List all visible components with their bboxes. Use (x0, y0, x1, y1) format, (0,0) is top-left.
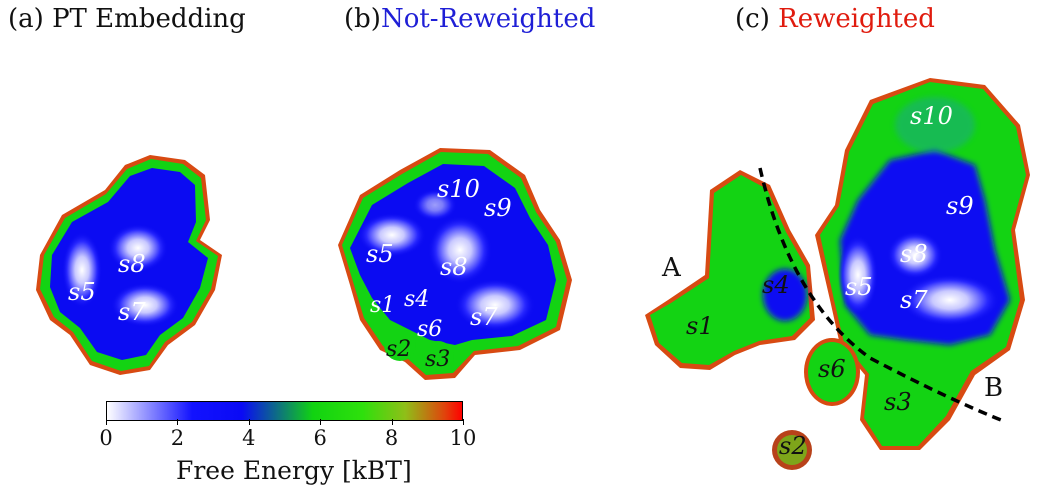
panel-b-state-label: s10 (437, 175, 480, 203)
colorbar-tick-label: 6 (313, 426, 327, 450)
panel-c-state-label: s6 (818, 355, 846, 383)
panel-b-state-label: s4 (404, 287, 429, 312)
panel-b-core-s10 (413, 189, 457, 221)
panel-b-state-label: s5 (366, 240, 394, 268)
panel-c-basin-s10 (895, 97, 975, 153)
colorbar-tick-mark (177, 419, 179, 425)
panel-b-state-label: s3 (425, 347, 450, 372)
colorbar (106, 401, 463, 421)
panel-b-state-label: s1 (370, 293, 395, 318)
panel-c-map: s10 s9 s8 s5 s7 s4 s1 s6 s3 s2 A B (645, 78, 1030, 470)
panel-b-name: Not-Reweighted (380, 4, 596, 34)
panel-c-title: (c) Reweighted (735, 4, 935, 34)
panel-c-state-label: s8 (900, 240, 928, 268)
panel-c-left-lobe (650, 175, 810, 365)
panel-c-state-label: s1 (686, 312, 714, 340)
panel-b-map: s10 s9 s5 s8 s1 s4 s6 s7 s2 s3 (338, 148, 572, 380)
panel-b-state-label: s2 (386, 337, 411, 362)
panel-a-map: s8 s5 s7 (36, 155, 222, 375)
colorbar-tick-mark (391, 419, 393, 425)
panel-b-state-label: s8 (440, 253, 468, 281)
region-a-label: A (661, 253, 682, 283)
panel-a-state-label: s7 (118, 298, 146, 326)
colorbar-label: Free Energy [kBT] (176, 456, 412, 485)
panel-b-green-pocket-s2 (384, 329, 416, 361)
panel-c-name: Reweighted (778, 4, 935, 34)
panel-b-tag: (b) (344, 4, 381, 34)
panel-b-core-s8 (428, 216, 492, 284)
colorbar-tick-label: 8 (384, 426, 399, 450)
panel-c-state-label: s9 (946, 192, 974, 220)
panel-c-state-label: s7 (900, 286, 928, 314)
colorbar-tick-mark (463, 419, 464, 425)
panel-a-state-label: s8 (118, 250, 146, 278)
panel-a-title: (a) PT Embedding (8, 4, 246, 34)
panel-b-core-s7 (455, 279, 535, 331)
panel-c-core-s7 (900, 274, 1000, 326)
panel-c-state-label: s5 (845, 273, 873, 301)
panel-c-tag: (c) (735, 4, 770, 34)
colorbar-tick-mark (248, 419, 250, 425)
panel-b-core-s5 (358, 213, 426, 257)
dividing-boundary (758, 167, 1007, 424)
panel-c-s2-blob (777, 435, 807, 465)
panel-c-s6-blob (808, 342, 856, 402)
colorbar-tick-label: 4 (242, 426, 256, 450)
panel-c-state-label: s4 (762, 271, 790, 299)
panel-b-green-pocket-s3 (422, 341, 454, 373)
colorbar-tick-label: 2 (170, 426, 185, 450)
panel-b-state-label: s7 (470, 303, 498, 331)
panel-c-core-s5 (838, 235, 878, 315)
colorbar-tick-mark (320, 419, 322, 425)
panel-b-state-label: s6 (417, 317, 442, 342)
panel-a-core-s8 (108, 224, 168, 272)
panel-b-title: (b)Not-Reweighted (344, 4, 595, 34)
panel-a-name: PT Embedding (52, 4, 246, 34)
panel-b-state-label: s9 (484, 194, 512, 222)
colorbar-tick-label: 0 (99, 426, 113, 450)
panel-a-core-s5 (62, 232, 102, 308)
panel-a-core-s7 (111, 283, 179, 327)
panel-c-state-label: s10 (910, 102, 953, 130)
region-b-label: B (984, 373, 1003, 403)
panel-c-state-label: s3 (884, 388, 912, 416)
panel-c-state-label: s2 (779, 432, 807, 460)
colorbar-tick-label: 10 (449, 426, 477, 450)
panel-a-state-label: s5 (68, 278, 96, 306)
panel-c-core-s8 (887, 231, 943, 279)
colorbar-tick-mark (106, 419, 107, 425)
panel-c-basin-s4 (763, 269, 807, 321)
panel-a-tag: (a) (8, 4, 44, 34)
